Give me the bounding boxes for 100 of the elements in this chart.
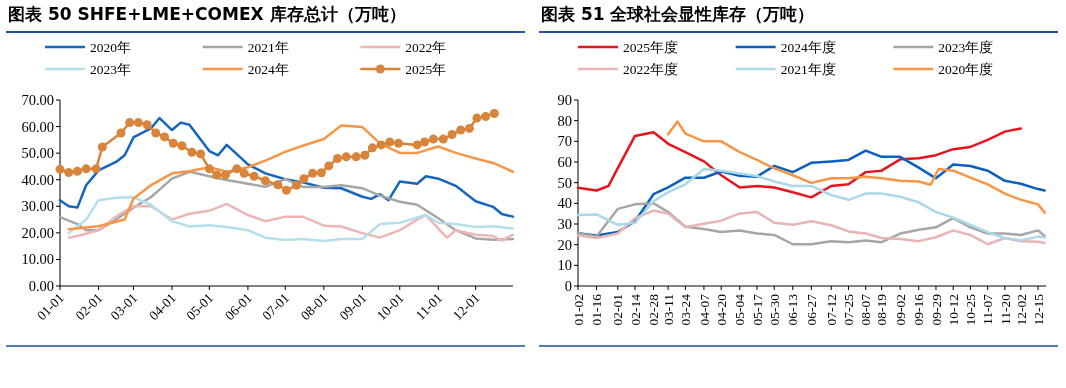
x-tick-label: 11-20 <box>997 293 1013 325</box>
y-tick-label: 60 <box>557 154 572 170</box>
legend-label: 2024年 <box>247 62 289 77</box>
legend-label: 2020年度 <box>938 62 994 77</box>
x-tick-label: 02-28 <box>646 293 662 326</box>
point <box>151 128 161 138</box>
point <box>64 168 74 178</box>
point <box>420 137 430 147</box>
point <box>308 168 318 178</box>
point <box>232 164 242 174</box>
point <box>196 149 206 159</box>
point <box>464 123 474 133</box>
point <box>221 170 231 180</box>
x-tick-label: 05-17 <box>749 293 765 326</box>
line-series <box>666 120 1046 214</box>
point <box>55 164 65 174</box>
x-tick-label: 08-19 <box>874 293 890 326</box>
legend-label: 2023年度 <box>938 40 994 55</box>
point <box>72 166 82 176</box>
point <box>116 128 126 138</box>
point <box>447 130 457 140</box>
legend-label: 2022年度 <box>623 62 678 77</box>
x-tick-label: 12-15 <box>1030 293 1046 326</box>
point <box>291 180 301 190</box>
point <box>91 164 101 174</box>
legend-label: 2020年 <box>90 40 131 55</box>
point <box>177 141 187 151</box>
y-tick-label: 30.00 <box>21 198 54 215</box>
x-tick-label: 05-04 <box>732 293 748 326</box>
legend-label: 2022年 <box>405 40 447 55</box>
point <box>212 170 222 180</box>
point <box>456 125 466 135</box>
point <box>160 132 170 142</box>
y-tick-label: 50.00 <box>21 145 54 162</box>
x-tick-label: 02-14 <box>627 293 643 326</box>
point <box>351 152 361 162</box>
point <box>97 142 107 152</box>
point <box>394 138 404 148</box>
y-tick-label: 30 <box>557 216 572 232</box>
legend-label: 2023年 <box>90 62 131 77</box>
y-tick-label: 60.00 <box>21 118 54 135</box>
line-series <box>576 127 1023 199</box>
point <box>282 185 291 195</box>
point <box>260 176 270 186</box>
line-series <box>58 116 515 218</box>
point <box>428 134 438 144</box>
line-series <box>576 209 1046 246</box>
x-tick-label: 09-29 <box>928 293 944 326</box>
y-tick-label: 70.00 <box>21 92 54 108</box>
point <box>187 147 197 157</box>
y-tick-label: 40 <box>557 195 572 212</box>
point <box>133 118 143 128</box>
point <box>367 143 377 153</box>
x-tick-label: 06-13 <box>785 293 801 326</box>
y-tick-label: 20.00 <box>21 224 54 241</box>
x-tick-label: 12-02 <box>1013 294 1029 326</box>
point <box>412 140 422 150</box>
legend-label: 2024年度 <box>780 40 836 55</box>
point <box>489 109 499 119</box>
y-tick-label: 10 <box>557 257 572 274</box>
point <box>481 111 491 121</box>
x-tick-label: 03-11 <box>660 294 676 325</box>
point <box>316 168 326 178</box>
x-tick-label: 10-25 <box>963 293 979 326</box>
legend-label: 2025年 <box>405 62 447 77</box>
line-series <box>67 124 515 231</box>
point <box>438 134 448 144</box>
x-tick-label: 10-12 <box>945 294 961 326</box>
point <box>81 164 91 174</box>
point <box>239 168 249 178</box>
y-tick-label: 70 <box>557 133 572 150</box>
point <box>360 150 370 160</box>
x-tick-label: 04-20 <box>713 293 729 326</box>
point <box>125 118 135 128</box>
chart-title: 图表 50 SHFE+LME+COMEX 库存总计（万吨） <box>8 4 406 24</box>
point <box>142 120 152 130</box>
x-tick-label: 04-07 <box>696 293 712 326</box>
point <box>299 174 309 184</box>
chart-title: 图表 51 全球社会显性库存（万吨） <box>541 4 815 24</box>
x-tick-label: 09-02 <box>892 294 908 326</box>
point <box>249 171 259 181</box>
point <box>385 137 395 147</box>
y-tick-label: 0 <box>564 278 572 294</box>
x-tick-label: 08-07 <box>858 293 874 326</box>
line-series <box>576 167 1046 242</box>
point <box>472 113 482 123</box>
point <box>204 164 214 174</box>
point <box>341 152 351 162</box>
point <box>376 140 386 150</box>
x-tick-label: 03-24 <box>678 293 694 326</box>
point <box>333 153 343 163</box>
x-tick-label: 09-16 <box>911 293 927 326</box>
x-tick-label: 02-01 <box>610 294 626 326</box>
y-tick-label: 20 <box>557 236 572 253</box>
point <box>168 138 178 148</box>
y-tick-label: 90 <box>557 92 572 108</box>
y-tick-label: 0.00 <box>28 278 54 294</box>
x-tick-label: 07-25 <box>841 293 857 326</box>
y-tick-label: 10.00 <box>21 251 54 268</box>
legend-label: 2021年 <box>247 40 289 55</box>
